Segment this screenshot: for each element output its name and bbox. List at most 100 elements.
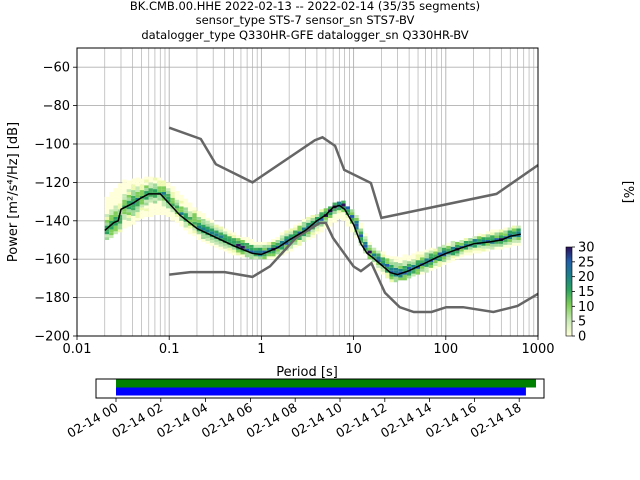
density-cell [393,270,399,274]
density-cell [485,237,491,240]
density-cell [371,259,377,263]
density-cell [258,247,263,251]
colorbar-label: [%] [620,181,635,204]
density-cell [222,237,228,240]
density-cell [271,253,276,257]
density-cell [161,206,167,210]
density-cell [271,250,276,254]
density-cell [161,212,167,216]
density-cell [214,241,219,245]
density-cell [476,244,482,248]
density-cell [262,250,267,254]
density-cell [323,216,329,220]
density-cell [498,243,504,247]
density-cell [507,227,512,231]
density-cell [174,191,180,194]
density-cell [196,225,202,229]
density-cell [428,250,434,254]
density-cell [144,214,149,217]
density-cell [135,194,140,198]
density-cell [113,193,118,197]
density-cell [126,212,132,216]
density-cell [358,237,364,240]
colorbar-tick-label: 25 [578,255,595,270]
density-cell [349,209,355,213]
density-cell [450,255,456,259]
density-cell [328,217,333,221]
density-cell [398,260,403,264]
density-cell [209,242,215,246]
density-cell [319,209,324,213]
density-cell [126,180,132,184]
density-cell [122,179,127,183]
density-cell [420,265,425,269]
density-cell [332,214,337,217]
density-cell [174,219,180,223]
density-cell [231,252,237,256]
density-cell [249,250,254,254]
density-cell [170,192,175,195]
density-cell [148,193,153,197]
density-cell [437,252,442,256]
density-cell [170,212,175,216]
density-cell [485,245,491,249]
density-cell [349,226,355,230]
density-cell [201,218,206,222]
density-cell [476,239,482,242]
density-cell [371,247,377,251]
density-cell [117,194,123,198]
density-cell [157,197,162,201]
density-cell [306,222,311,226]
density-cell [104,196,110,200]
density-cell [109,212,114,216]
density-cell [341,215,346,218]
density-cell [183,198,188,202]
density-cell [117,183,123,187]
density-cell [371,262,377,265]
density-cell [166,185,171,189]
density-cell [275,254,280,258]
density-cell [192,218,197,222]
density-cell [341,209,346,213]
density-cell [319,226,324,230]
density-cell [131,181,136,185]
density-cell [284,239,289,242]
density-cell [222,234,228,238]
density-cell [183,227,188,231]
density-cell [336,210,342,214]
density-cell [231,238,237,241]
colorbar-tick-label: 10 [578,300,595,315]
density-cell [205,238,210,241]
density-cell [139,201,145,205]
density-cell [389,279,394,283]
density-cell [135,177,140,181]
density-cell [284,241,289,245]
density-cell [293,227,298,231]
density-cell [380,257,386,261]
x-axis-ticks: 0.01 0.1 1 10 100 1000 [63,336,555,357]
density-cell [192,213,197,216]
density-cell [468,238,473,241]
density-cell [288,240,294,243]
density-cell [494,235,499,239]
density-cell [481,248,486,252]
density-cell [179,206,184,210]
density-cell [122,216,127,220]
density-cell [411,270,416,274]
density-cell [455,250,460,254]
density-cell [183,221,188,225]
density-cell [490,229,495,233]
density-cell [218,232,223,236]
density-cell [122,185,127,189]
density-cell [192,230,197,234]
density-cell [297,242,302,246]
density-cell [284,230,289,234]
density-cell [485,242,491,246]
density-cell [209,228,215,232]
density-cell [262,244,267,248]
density-cell [380,263,386,266]
density-cell [393,262,399,265]
density-cell [385,269,390,273]
density-cell [148,196,153,200]
